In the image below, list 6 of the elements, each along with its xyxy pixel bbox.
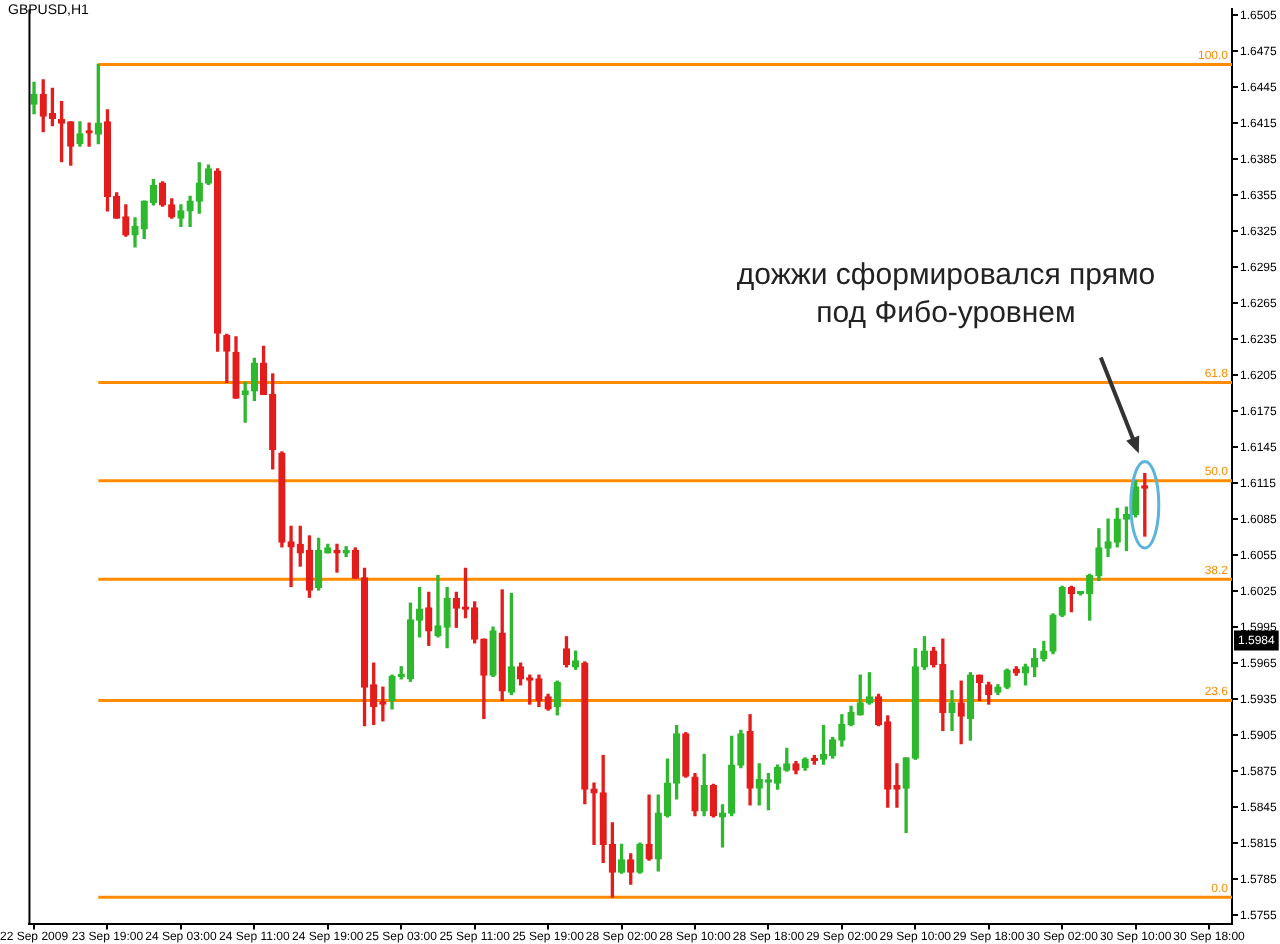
candlestick xyxy=(287,525,295,588)
annotation: дожжи сформировался прямо под Фибо-уровнем xyxy=(736,256,1156,332)
candlestick xyxy=(434,574,442,638)
candlestick xyxy=(379,686,387,722)
candlestick xyxy=(645,794,653,861)
candlestick xyxy=(1104,518,1112,558)
